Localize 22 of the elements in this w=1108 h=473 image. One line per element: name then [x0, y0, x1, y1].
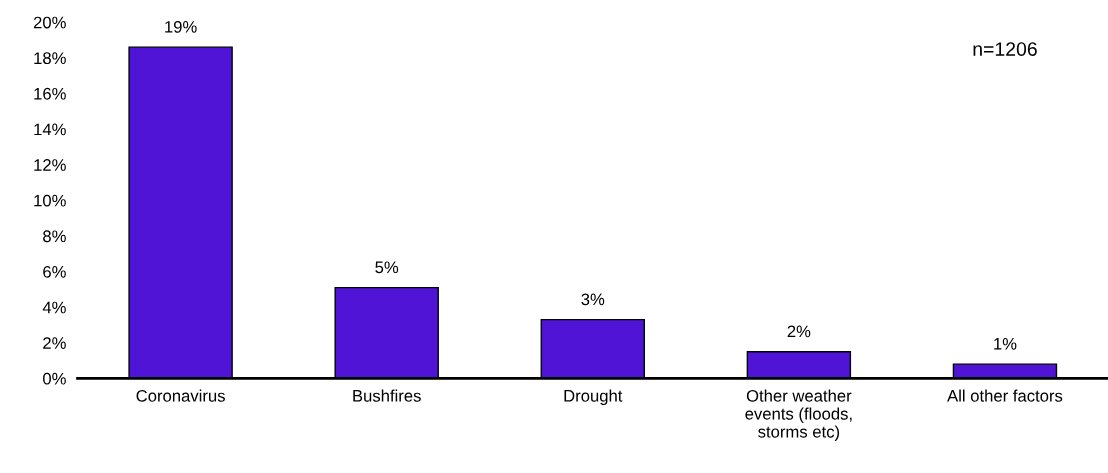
data-label: 1% [994, 338, 1017, 350]
data-label: 2% [787, 325, 811, 338]
y-tick-label: 14% [34, 123, 66, 136]
y-tick-label: 0% [43, 372, 66, 385]
y-tick-label: 10% [34, 194, 66, 207]
x-tick-label: All other factors [947, 389, 1063, 402]
y-tick-label: 18% [34, 52, 66, 65]
y-tick-label: 4% [42, 301, 66, 314]
x-tick-label: Bushfires [353, 389, 421, 402]
x-tick-label: Other weather events (floods, storms etc) [745, 389, 852, 441]
data-label: 3% [581, 293, 605, 306]
y-tick-label: 8% [43, 230, 66, 243]
data-label: 5% [375, 261, 399, 274]
y-tick-label: 6% [43, 265, 66, 278]
y-tick-label: 12% [34, 159, 66, 171]
y-tick-label: 2% [43, 337, 66, 349]
x-tick-label: Coronavirus [136, 389, 225, 402]
data-label: 19% [165, 20, 197, 33]
y-tick-label: 16% [34, 87, 66, 100]
annotation: n=1206 [973, 42, 1037, 56]
y-tick-label: 20% [33, 16, 66, 29]
x-tick-label: Drought [564, 389, 623, 406]
